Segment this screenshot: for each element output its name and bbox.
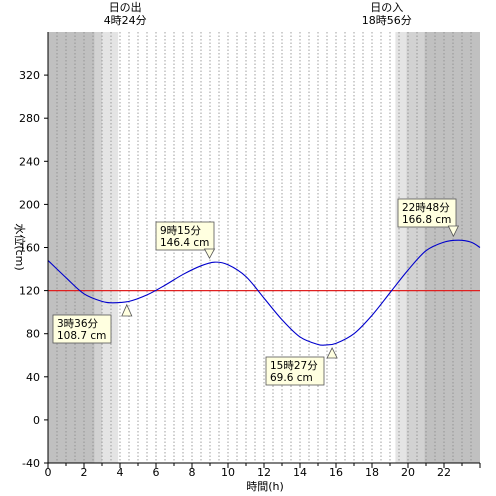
sunset-label: 日の入 — [370, 1, 403, 14]
night-shading — [48, 32, 480, 463]
tide-line — [47, 239, 481, 346]
callout-level: 146.4 cm — [160, 237, 209, 249]
callout-time: 3時36分 — [57, 318, 99, 330]
x-axis-label: 時間(h) — [246, 480, 284, 493]
x-tick-label: 16 — [329, 466, 343, 479]
y-tick-label: 200 — [19, 198, 40, 211]
x-tick-label: 22 — [437, 466, 451, 479]
callout-pointer — [203, 248, 216, 259]
callout-time: 15時27分 — [270, 360, 318, 372]
y-tick-label: 120 — [19, 285, 40, 298]
callout-time: 9時15分 — [160, 225, 202, 237]
x-tick-label: 6 — [153, 466, 160, 479]
x-tick-labels: 0 2 4 6 8 10 12 14 16 18 20 22 — [45, 463, 481, 479]
callout-time: 22時48分 — [402, 202, 450, 214]
y-tick-label: 320 — [19, 69, 40, 82]
callout-box — [52, 314, 112, 344]
callout-level: 108.7 cm — [57, 330, 106, 342]
twilight-light-band — [395, 32, 407, 463]
callout-level: 69.6 cm — [270, 372, 313, 384]
y-tick-label: 40 — [26, 371, 40, 384]
sunrise-label: 日の出 — [109, 0, 142, 14]
y-axis-label: 水位(cm) — [13, 223, 27, 270]
x-tick-label: 4 — [117, 466, 124, 479]
x-tick-label: 12 — [257, 466, 271, 479]
y-tick-labels: -40 0 40 80 120 160 200 240 280 320 — [19, 69, 48, 470]
twilight-light-band — [102, 32, 119, 463]
twilight-dark-band — [94, 32, 102, 463]
twilight-dark-band — [406, 32, 425, 463]
callout-pointer — [121, 303, 133, 317]
callout-pointer — [447, 225, 460, 238]
x-tick-label: 0 — [45, 466, 52, 479]
y-tick-label: 160 — [19, 242, 40, 255]
y-tick-label: 280 — [19, 112, 40, 125]
x-tick-label: 8 — [189, 466, 196, 479]
sunset-time: 18時56分 — [362, 14, 412, 27]
callout-box — [397, 198, 457, 228]
y-tick-label: 80 — [26, 328, 40, 341]
night-band — [48, 32, 95, 463]
sunrise-time: 4時24分 — [104, 14, 147, 27]
x-tick-label: 18 — [365, 466, 379, 479]
x-tick-label: 14 — [293, 466, 307, 479]
callout-level: 166.8 cm — [402, 214, 451, 226]
tide-series — [47, 239, 481, 346]
y-tick-label: -40 — [22, 457, 40, 470]
callout-box — [155, 221, 215, 251]
x-tick-label: 10 — [221, 466, 235, 479]
callout-box — [265, 356, 325, 386]
x-tick-label: 20 — [401, 466, 415, 479]
y-tick-label: 240 — [19, 155, 40, 168]
callout-pointer — [326, 347, 338, 359]
x-tick-label: 2 — [81, 466, 88, 479]
y-tick-label: 0 — [33, 414, 40, 427]
night-band — [424, 32, 480, 463]
